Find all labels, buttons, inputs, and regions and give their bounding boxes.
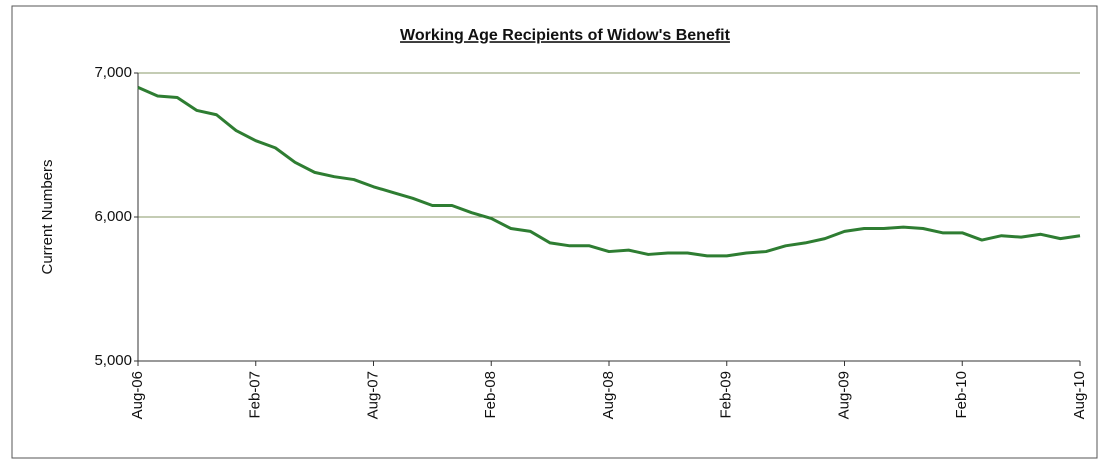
x-tick-label: Feb-08	[482, 371, 499, 419]
y-tick-label: 7,000	[94, 64, 132, 81]
chart-frame	[11, 5, 1098, 459]
y-axis-label: Current Numbers	[39, 159, 56, 274]
x-tick-label: Feb-10	[953, 371, 970, 419]
x-tick-label: Feb-07	[247, 371, 264, 419]
x-tick-label: Aug-10	[1071, 371, 1088, 419]
x-tick-label: Aug-09	[835, 371, 852, 419]
x-tick-label: Aug-07	[364, 371, 381, 419]
x-tick-label: Aug-08	[600, 371, 617, 419]
y-tick-label: 6,000	[94, 208, 132, 225]
y-tick-label: 5,000	[94, 352, 132, 369]
x-tick-label: Feb-09	[718, 371, 735, 419]
data-line	[137, 86, 1081, 258]
chart-title: Working Age Recipients of Widow's Benefi…	[400, 27, 731, 44]
x-tick-label: Aug-06	[129, 371, 146, 419]
